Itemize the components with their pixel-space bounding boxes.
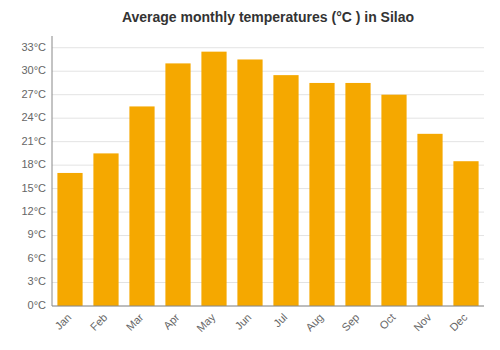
title: Average monthly temperatures (°C ) in Si…: [122, 9, 414, 25]
x-tick-label: Apr: [161, 311, 182, 332]
y-tick-label: 3°C: [28, 275, 47, 287]
x-tick-label: Mar: [124, 311, 146, 333]
y-axis: 0°C 3°C 6°C 9°C 12°C 15°C 18°C 21°C 24°C 27°C 30°C…: [21, 41, 46, 311]
x-tick-label: Nov: [411, 311, 434, 334]
bar: [273, 75, 298, 306]
bar: [345, 83, 370, 306]
bar: [93, 153, 118, 306]
bars: [57, 52, 478, 306]
bar: [165, 63, 190, 306]
bar: [417, 134, 442, 306]
y-tick-label: 12°C: [21, 205, 46, 217]
bar: [309, 83, 334, 306]
y-tick-label: 21°C: [21, 135, 46, 147]
y-tick-label: 24°C: [21, 111, 46, 123]
x-tick-label: Dec: [447, 311, 470, 334]
y-tick-label: 18°C: [21, 158, 46, 170]
grid-line: [52, 71, 484, 72]
grid: [52, 48, 484, 306]
x-tick-label: Aug: [303, 311, 325, 333]
bar: [129, 106, 154, 306]
x-axis: Jan Feb Mar Apr May Jun Jul Aug Sep Oct Nov Dec: [52, 311, 469, 335]
bar: [57, 173, 82, 306]
x-tick-label: Jun: [232, 311, 253, 332]
y-tick-label: 30°C: [21, 64, 46, 76]
bar: [381, 95, 406, 306]
x-tick-label: May: [194, 311, 218, 335]
x-axis-line: [52, 306, 484, 307]
grid-line: [52, 306, 484, 307]
y-tick-label: 27°C: [21, 88, 46, 100]
y-tick-label: 15°C: [21, 182, 46, 194]
x-tick-label: Feb: [88, 311, 110, 333]
y-axis-line: [52, 36, 53, 306]
grid-line: [52, 47, 484, 48]
y-tick-label: 6°C: [28, 252, 47, 264]
y-tick-label: 9°C: [28, 228, 47, 240]
x-tick-label: Sep: [339, 311, 361, 333]
x-tick-label: Jul: [271, 311, 289, 329]
chart-svg: Average monthly temperatures (°C ) in Si…: [0, 0, 500, 350]
x-tick-label: Jan: [52, 311, 73, 332]
x-tick-label: Oct: [377, 311, 398, 332]
bar: [237, 59, 262, 306]
bar: [201, 52, 226, 306]
bar: [453, 161, 478, 306]
grid-line: [52, 118, 484, 119]
grid-line: [52, 94, 484, 95]
y-tick-label: 0°C: [28, 299, 47, 311]
chart-container: Average monthly temperatures (°C ) in Si…: [0, 0, 500, 350]
y-tick-label: 33°C: [21, 41, 46, 53]
